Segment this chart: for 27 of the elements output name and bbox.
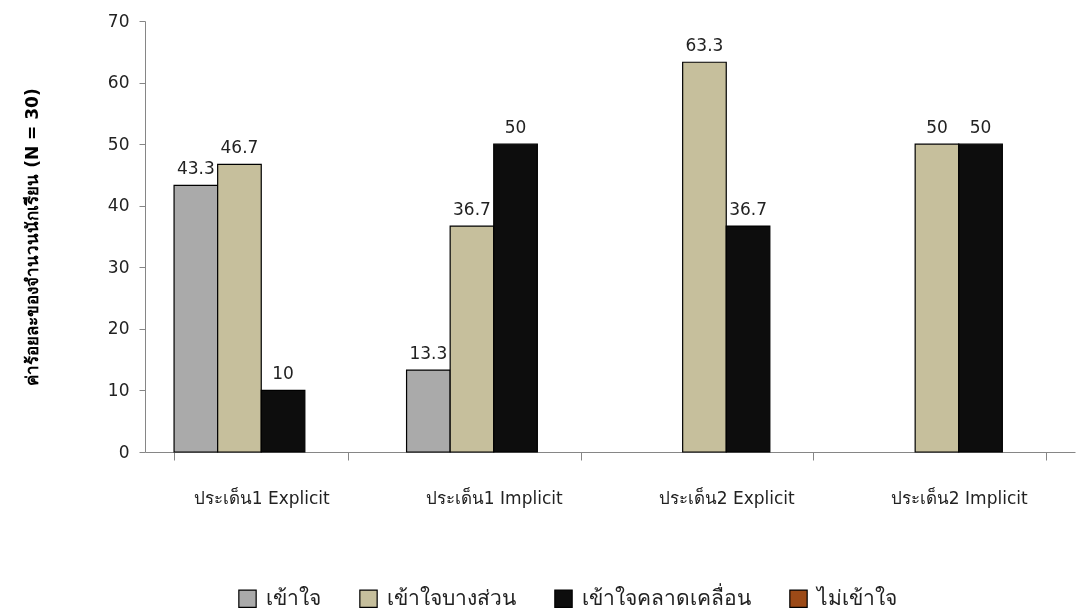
- data-label: 13.3: [409, 343, 448, 364]
- legend-label: เข้าใจคลาดเคลื่อน: [582, 582, 751, 610]
- x-tick-label: ประเด็น1 Explicit: [193, 486, 331, 508]
- x-tick-label: ประเด็น2 Implicit: [890, 486, 1028, 508]
- y-tick-label: 60: [107, 72, 130, 93]
- legend-label: เข้าใจ: [266, 585, 321, 610]
- y-tick-label: 20: [107, 318, 130, 339]
- y-tick-label: 50: [107, 133, 130, 154]
- data-label: 50: [926, 117, 948, 138]
- y-tick-label: 30: [107, 256, 130, 277]
- x-tick-label: ประเด็น2 Explicit: [658, 486, 796, 508]
- data-label: 43.3: [176, 158, 215, 179]
- legend-label: เข้าใจบางส่วน: [387, 585, 516, 610]
- y-axis-title: ค่าร้อยละของจำนวนนักเรียน (N = 30): [21, 88, 42, 386]
- y-tick-label: 10: [107, 379, 130, 400]
- legend-label: ไม่เข้าใจ: [815, 585, 897, 610]
- y-tick-label: 70: [107, 10, 130, 31]
- data-label: 50: [504, 117, 527, 138]
- y-tick-label: 40: [107, 195, 130, 216]
- data-label: 50: [969, 117, 992, 138]
- x-tick-label: ประเด็น1 Implicit: [425, 486, 563, 508]
- data-label: 46.7: [220, 137, 259, 158]
- data-label: 36.7: [729, 199, 767, 220]
- data-label: 36.7: [453, 199, 491, 220]
- data-label: 10: [272, 363, 294, 384]
- data-label: 63.3: [685, 35, 724, 56]
- y-tick-label: 0: [118, 441, 130, 462]
